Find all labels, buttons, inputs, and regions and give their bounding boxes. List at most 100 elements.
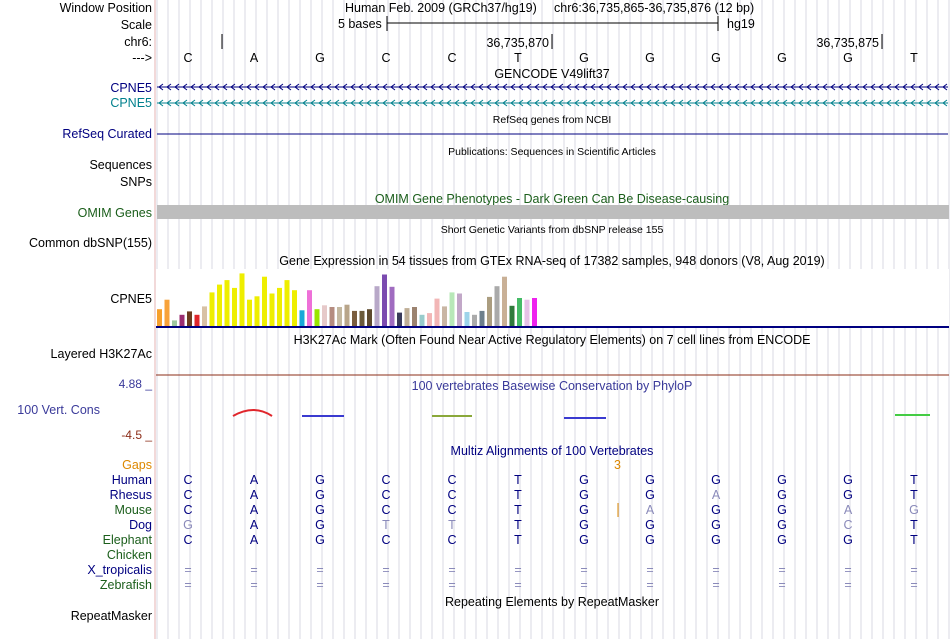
gtex-tissue-bar[interactable] (157, 309, 162, 326)
gtex-tissue-bar[interactable] (262, 276, 267, 326)
gtex-tissue-bar[interactable] (449, 292, 455, 326)
repeatmasker-label[interactable]: RepeatMasker (71, 609, 152, 623)
gencode-cpne5-label-1[interactable]: CPNE5 (110, 81, 152, 95)
species-label[interactable]: Chicken (107, 548, 152, 562)
gtex-tissue-bar[interactable] (232, 287, 237, 326)
gtex-tissue-bar[interactable] (329, 307, 335, 326)
gtex-tissue-bar[interactable] (502, 276, 507, 326)
gtex-gene-label[interactable]: CPNE5 (110, 292, 152, 306)
gtex-tissue-bar[interactable] (382, 274, 387, 327)
gtex-bar-chart[interactable] (157, 273, 537, 326)
gtex-tissue-bar[interactable] (254, 296, 260, 326)
gtex-tissue-bar[interactable] (517, 298, 522, 326)
gtex-tissue-bar[interactable] (322, 305, 327, 326)
chevron-left-icon (470, 83, 476, 91)
chevron-left-icon (166, 99, 172, 107)
gtex-tissue-bar[interactable] (532, 298, 537, 326)
h3k27ac-label[interactable]: Layered H3K27Ac (51, 347, 152, 361)
species-label[interactable]: Human (112, 473, 152, 487)
gtex-tissue-bar[interactable] (397, 312, 402, 326)
chevron-left-icon (542, 99, 548, 107)
cons-label[interactable]: 100 Vert. Cons (17, 403, 100, 417)
gtex-tissue-bar[interactable] (524, 299, 530, 326)
gtex-tissue-bar[interactable] (419, 314, 425, 326)
gtex-tissue-bar[interactable] (359, 310, 365, 326)
aligned-base: C (381, 533, 390, 547)
snps-label[interactable]: SNPs (120, 175, 152, 189)
chevron-left-icon (886, 83, 892, 91)
gtex-tissue-bar[interactable] (164, 299, 170, 326)
gtex-tissue-bar[interactable] (442, 306, 447, 326)
gtex-tissue-bar[interactable] (299, 310, 305, 326)
chevron-left-icon (846, 99, 852, 107)
species-label[interactable]: Zebrafish (100, 578, 152, 592)
gtex-tissue-bar[interactable] (247, 299, 252, 326)
gtex-tissue-bar[interactable] (374, 286, 380, 326)
gtex-tissue-bar[interactable] (494, 286, 500, 326)
gtex-tissue-bar[interactable] (172, 320, 177, 326)
chevron-left-icon (606, 83, 612, 91)
chevron-left-icon (446, 83, 452, 91)
reference-base: G (711, 51, 721, 65)
chevron-left-icon (934, 99, 940, 107)
chevron-left-icon (678, 99, 684, 107)
chevron-left-icon (222, 99, 228, 107)
gtex-tissue-bar[interactable] (337, 307, 342, 326)
omim-label[interactable]: OMIM Genes (78, 206, 152, 220)
dbsnp-label[interactable]: Common dbSNP(155) (29, 236, 152, 250)
gtex-tissue-bar[interactable] (404, 308, 410, 326)
gencode-transcript-2[interactable] (157, 99, 948, 107)
species-label[interactable]: Rhesus (110, 488, 152, 502)
conservation-wiggle[interactable] (232, 409, 930, 419)
species-label[interactable]: Dog (129, 518, 152, 532)
gtex-tissue-bar[interactable] (457, 293, 462, 327)
gtex-tissue-bar[interactable] (202, 306, 207, 326)
gencode-cpne5-label-2[interactable]: CPNE5 (110, 96, 152, 110)
chevron-left-icon (462, 83, 468, 91)
gtex-tissue-bar[interactable] (479, 310, 485, 326)
aligned-base: G (711, 518, 721, 532)
chevron-left-icon (174, 83, 180, 91)
aligned-base: G (315, 533, 325, 547)
gtex-tissue-bar[interactable] (224, 280, 230, 326)
gtex-tissue-bar[interactable] (434, 298, 440, 326)
gtex-tissue-bar[interactable] (464, 312, 470, 326)
gtex-tissue-bar[interactable] (284, 280, 290, 326)
gtex-tissue-bar[interactable] (277, 287, 282, 326)
gtex-tissue-bar[interactable] (307, 290, 312, 326)
gtex-tissue-bar[interactable] (389, 286, 395, 326)
gtex-tissue-bar[interactable] (509, 305, 515, 326)
gtex-tissue-bar[interactable] (194, 314, 200, 326)
refseq-label[interactable]: RefSeq Curated (62, 127, 152, 141)
gtex-tissue-bar[interactable] (344, 304, 350, 326)
assembly-name[interactable]: Human Feb. 2009 (GRCh37/hg19) (345, 1, 537, 15)
aligned-base: A (844, 503, 853, 517)
species-labels: HumanRhesusMouseDogElephantChickenX_trop… (87, 473, 152, 592)
gtex-tissue-bar[interactable] (427, 313, 432, 326)
gtex-tissue-bar[interactable] (292, 290, 297, 326)
aligned-base: T (448, 518, 456, 532)
chevron-left-icon (942, 83, 948, 91)
gtex-tissue-bar[interactable] (239, 273, 245, 326)
gtex-tissue-bar[interactable] (352, 310, 357, 326)
omim-gene-bar[interactable] (157, 205, 949, 219)
aligned-base: T (514, 473, 522, 487)
gtex-tissue-bar[interactable] (314, 309, 320, 326)
gtex-tissue-bar[interactable] (412, 307, 417, 326)
gtex-tissue-bar[interactable] (187, 311, 192, 326)
gtex-tissue-bar[interactable] (487, 296, 492, 326)
species-label[interactable]: Mouse (114, 503, 152, 517)
gtex-tissue-bar[interactable] (217, 284, 222, 326)
gtex-tissue-bar[interactable] (472, 314, 477, 326)
species-label[interactable]: X_tropicalis (87, 563, 152, 577)
sequences-label[interactable]: Sequences (89, 158, 152, 172)
species-label[interactable]: Elephant (103, 533, 153, 547)
gencode-transcript-1[interactable] (157, 83, 948, 91)
chevron-left-icon (406, 99, 412, 107)
region-coordinates[interactable]: chr6:36,735,865-36,735,876 (12 bp) (554, 1, 754, 15)
gtex-tissue-bar[interactable] (269, 293, 275, 327)
gtex-tissue-bar[interactable] (209, 292, 215, 326)
gtex-tissue-bar[interactable] (367, 309, 372, 326)
gtex-tissue-bar[interactable] (179, 314, 185, 326)
gaps-label[interactable]: Gaps (122, 458, 152, 472)
